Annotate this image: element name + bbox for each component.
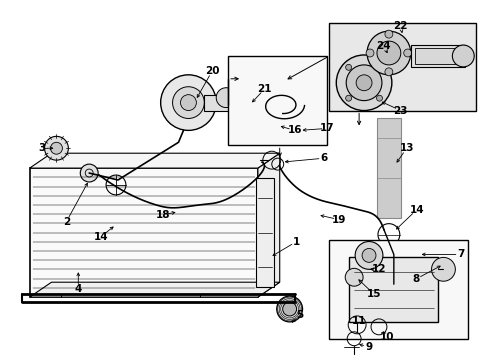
Polygon shape — [30, 153, 279, 168]
Text: 18: 18 — [155, 210, 169, 220]
Text: 9: 9 — [365, 342, 372, 352]
Text: 1: 1 — [292, 237, 300, 247]
Text: 7: 7 — [457, 249, 464, 260]
Circle shape — [361, 248, 375, 262]
Text: 23: 23 — [393, 105, 407, 116]
Circle shape — [44, 136, 68, 160]
Circle shape — [161, 75, 216, 130]
Text: 17: 17 — [319, 123, 334, 134]
Bar — [376, 118, 400, 218]
Circle shape — [384, 30, 392, 38]
Circle shape — [282, 302, 296, 316]
Bar — [255, 178, 273, 287]
Circle shape — [366, 31, 410, 75]
Circle shape — [376, 95, 382, 101]
Bar — [410, 45, 464, 67]
Circle shape — [50, 142, 62, 154]
Text: 14: 14 — [408, 205, 423, 215]
Text: 4: 4 — [75, 284, 82, 294]
Bar — [328, 239, 468, 339]
Text: 11: 11 — [351, 316, 366, 326]
Text: 22: 22 — [393, 21, 407, 31]
Circle shape — [431, 257, 454, 281]
Text: 10: 10 — [379, 332, 393, 342]
Circle shape — [172, 87, 204, 118]
Text: 6: 6 — [320, 153, 327, 163]
Polygon shape — [257, 153, 279, 297]
Text: 19: 19 — [331, 215, 346, 225]
Bar — [30, 168, 257, 297]
Text: 13: 13 — [399, 143, 413, 153]
Text: 24: 24 — [376, 41, 390, 51]
Circle shape — [345, 64, 351, 70]
Text: 20: 20 — [204, 66, 219, 76]
Circle shape — [366, 49, 373, 57]
Text: 14: 14 — [94, 231, 108, 242]
Circle shape — [345, 268, 362, 286]
Text: 21: 21 — [257, 84, 271, 94]
Circle shape — [376, 64, 382, 70]
Circle shape — [345, 95, 351, 101]
Circle shape — [346, 65, 381, 100]
Circle shape — [403, 49, 411, 57]
Bar — [348, 257, 438, 322]
Circle shape — [80, 164, 98, 182]
Bar — [228, 56, 326, 145]
Polygon shape — [30, 282, 279, 297]
Text: 8: 8 — [411, 274, 418, 284]
Text: 15: 15 — [366, 289, 381, 299]
Bar — [414, 48, 460, 64]
Circle shape — [355, 75, 371, 91]
Circle shape — [376, 41, 400, 65]
Circle shape — [451, 45, 473, 67]
Circle shape — [384, 68, 392, 76]
Circle shape — [354, 242, 382, 269]
Text: 3: 3 — [38, 143, 45, 153]
Circle shape — [180, 95, 196, 111]
Text: 12: 12 — [371, 264, 386, 274]
Bar — [328, 23, 475, 111]
Text: 16: 16 — [287, 125, 301, 135]
Text: 5: 5 — [295, 310, 303, 320]
Circle shape — [276, 296, 302, 322]
Bar — [204, 95, 229, 111]
Text: 2: 2 — [62, 217, 70, 227]
Circle shape — [216, 88, 236, 108]
Circle shape — [336, 55, 391, 111]
